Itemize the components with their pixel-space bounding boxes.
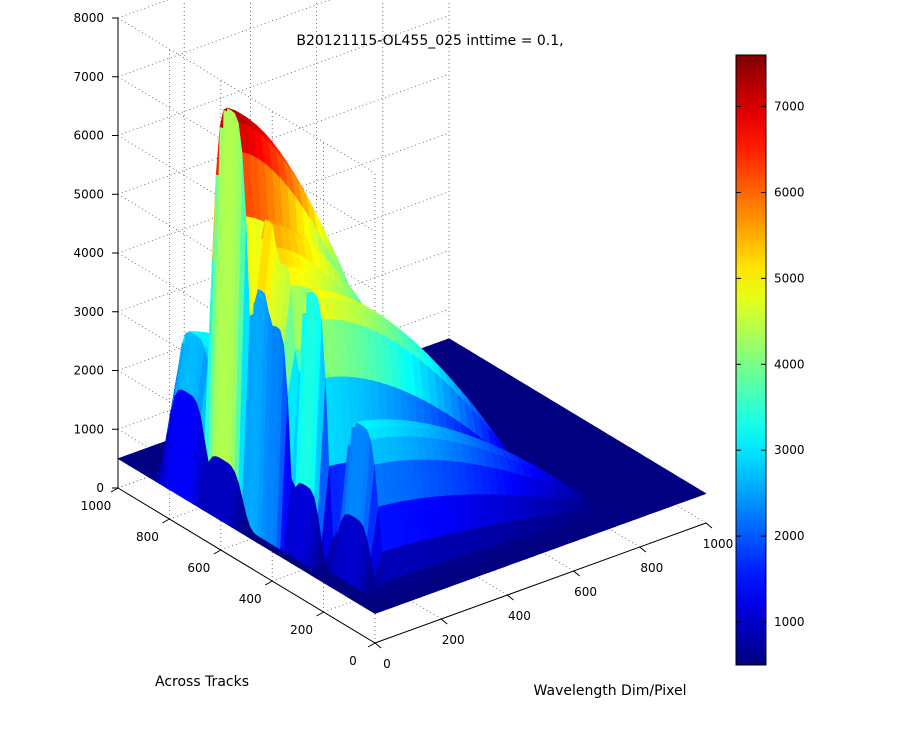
tick-labels: 0 200 400 600 800 1000 0 200 400 600 800 1000 0 1000 2… — [73, 11, 733, 671]
z-tick-label: 3000 — [73, 305, 104, 319]
z-tick-label: 4000 — [73, 246, 104, 260]
x-tick-label: 200 — [442, 633, 465, 647]
surface — [117, 107, 707, 614]
colorbar-tick-label: 5000 — [774, 271, 805, 285]
x-tick-label: 1000 — [703, 537, 734, 551]
colorbar-tick-label: 7000 — [774, 100, 805, 114]
colorbar-ticks: 1000 2000 3000 4000 5000 6000 7000 — [736, 100, 805, 629]
x-tick-mark — [507, 594, 514, 601]
y-tick-label: 0 — [349, 654, 357, 668]
y-axis-line — [117, 487, 376, 644]
x-tick-mark — [374, 642, 382, 649]
surface-patch — [694, 490, 707, 497]
x-tick-label: 600 — [574, 585, 597, 599]
x-tick-mark — [705, 522, 713, 529]
x-axis-label: Wavelength Dim/Pixel — [534, 683, 687, 699]
grid-line — [117, 0, 331, 78]
grid-line — [117, 15, 450, 136]
x-tick-label: 400 — [508, 609, 531, 623]
z-tick-label: 6000 — [73, 129, 104, 143]
z-tick-label: 0 — [96, 481, 104, 495]
colorbar: 1000 2000 3000 4000 5000 6000 7000 — [735, 54, 805, 666]
z-tick-label: 2000 — [73, 364, 104, 378]
z-tick-label: 1000 — [73, 422, 104, 436]
y-tick-mark — [316, 611, 324, 617]
y-tick-label: 200 — [290, 623, 313, 637]
x-axis-line — [374, 522, 707, 644]
y-tick-label: 600 — [187, 561, 210, 575]
chart-title: B20121115-OL455_025 inttime = 0.1, — [296, 33, 563, 49]
x-tick-mark — [639, 546, 647, 553]
colorbar-gradient — [735, 54, 767, 666]
colorbar-tick-label: 2000 — [774, 529, 805, 543]
y-tick-label: 400 — [239, 592, 262, 606]
x-tick-label: 0 — [383, 657, 391, 671]
y-tick-mark — [213, 549, 222, 555]
x-tick-label: 800 — [640, 561, 663, 575]
y-tick-mark — [367, 642, 376, 648]
y-tick-label: 1000 — [81, 499, 112, 513]
z-tick-label: 7000 — [73, 70, 104, 84]
colorbar-tick-label: 1000 — [774, 615, 805, 629]
y-tick-mark — [110, 487, 119, 493]
colorbar-tick-label: 3000 — [774, 443, 805, 457]
colorbar-tick-label: 4000 — [774, 357, 805, 371]
z-tick-label: 5000 — [73, 187, 104, 201]
grid-line — [117, 73, 450, 195]
x-tick-mark — [440, 618, 448, 625]
y-tick-mark — [162, 518, 170, 524]
y-axis-label: Across Tracks — [155, 674, 249, 690]
grid-line — [117, 0, 169, 19]
x-tick-mark — [573, 570, 580, 577]
y-tick-label: 800 — [136, 530, 159, 544]
colorbar-tick-label: 6000 — [774, 185, 805, 199]
z-tick-label: 8000 — [73, 11, 104, 25]
y-tick-mark — [264, 580, 273, 586]
